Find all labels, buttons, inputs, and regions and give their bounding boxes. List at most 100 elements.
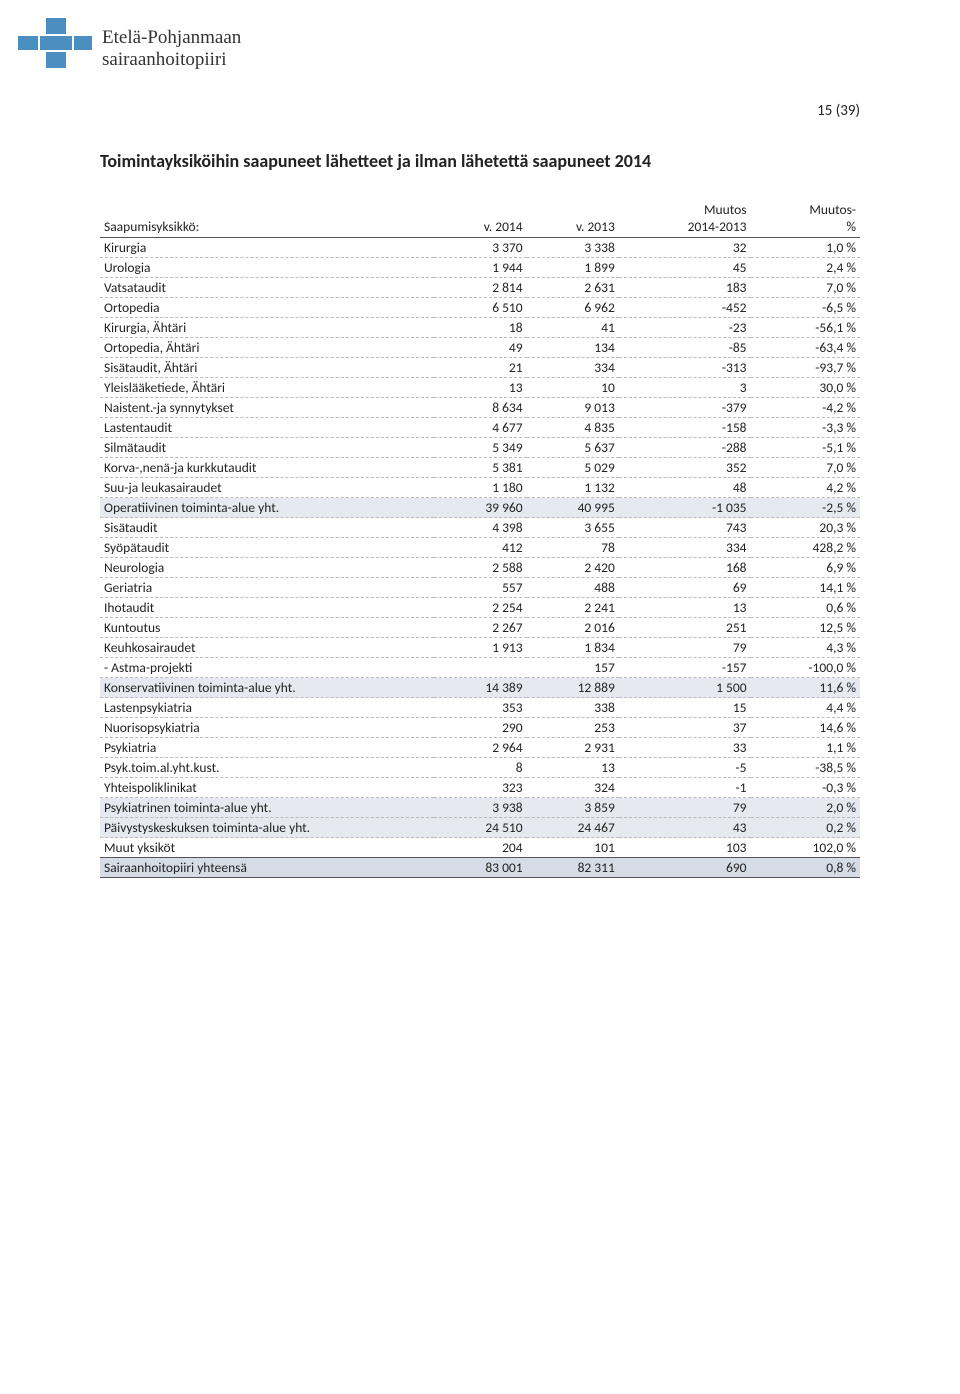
table-cell: Lastentaudit <box>100 418 434 438</box>
table-row: Sisätaudit4 3983 65574320,3 % <box>100 518 860 538</box>
table-cell: 3 <box>619 378 751 398</box>
table-cell: Sisätaudit, Ähtäri <box>100 358 434 378</box>
table-cell: -5,1 % <box>751 438 860 458</box>
table-cell: -379 <box>619 398 751 418</box>
table-row: Ihotaudit2 2542 241130,6 % <box>100 598 860 618</box>
table-cell: Ortopedia, Ähtäri <box>100 338 434 358</box>
table-header-row: Saapumisyksikkö: v. 2014 v. 2013 Muutos … <box>100 200 860 238</box>
table-cell: 14 389 <box>434 678 526 698</box>
table-cell: Sairaanhoitopiiri yhteensä <box>100 858 434 878</box>
table-cell: 2,0 % <box>751 798 860 818</box>
table-cell: -452 <box>619 298 751 318</box>
table-cell: 0,8 % <box>751 858 860 878</box>
org-line2: sairaanhoitopiiri <box>102 49 241 71</box>
table-cell: 6 962 <box>527 298 619 318</box>
table-cell: Ihotaudit <box>100 598 434 618</box>
col-2014: v. 2014 <box>434 200 526 238</box>
table-cell: 13 <box>527 758 619 778</box>
table-row: Vatsataudit2 8142 6311837,0 % <box>100 278 860 298</box>
table-cell: 14,6 % <box>751 718 860 738</box>
table-cell: 183 <box>619 278 751 298</box>
table-row: Kirurgia, Ähtäri1841-23-56,1 % <box>100 318 860 338</box>
table-row: Korva-,nenä-ja kurkkutaudit5 3815 029352… <box>100 458 860 478</box>
table-cell: 20,3 % <box>751 518 860 538</box>
table-row: Kuntoutus2 2672 01625112,5 % <box>100 618 860 638</box>
table-cell: 24 510 <box>434 818 526 838</box>
table-cell: Kirurgia <box>100 238 434 258</box>
table-row: Lastentaudit4 6774 835-158-3,3 % <box>100 418 860 438</box>
table-cell: 4 677 <box>434 418 526 438</box>
table-cell: Yhteispoliklinikat <box>100 778 434 798</box>
table-cell <box>434 658 526 678</box>
table-cell: 334 <box>527 358 619 378</box>
table-cell: -38,5 % <box>751 758 860 778</box>
table-cell: Vatsataudit <box>100 278 434 298</box>
table-cell: Yleislääketiede, Ähtäri <box>100 378 434 398</box>
table-row: Psyk.toim.al.yht.kust.813-5-38,5 % <box>100 758 860 778</box>
table-cell: 8 <box>434 758 526 778</box>
table-cell: 1,0 % <box>751 238 860 258</box>
table-cell: 12 889 <box>527 678 619 698</box>
table-cell: 488 <box>527 578 619 598</box>
table-cell: 6,9 % <box>751 558 860 578</box>
table-cell: Neurologia <box>100 558 434 578</box>
table-cell: 41 <box>527 318 619 338</box>
section-title: Toimintayksiköihin saapuneet lähetteet j… <box>100 150 860 172</box>
table-cell: 32 <box>619 238 751 258</box>
page-number: 15 (39) <box>0 72 960 120</box>
table-cell: - Astma-projekti <box>100 658 434 678</box>
table-cell: -288 <box>619 438 751 458</box>
table-cell: 2 254 <box>434 598 526 618</box>
org-line1: Etelä-Pohjanmaan <box>102 27 241 49</box>
table-cell: 4,4 % <box>751 698 860 718</box>
table-cell: 428,2 % <box>751 538 860 558</box>
table-cell: 743 <box>619 518 751 538</box>
table-cell: -63,4 % <box>751 338 860 358</box>
table-row: Ortopedia, Ähtäri49134-85-63,4 % <box>100 338 860 358</box>
table-cell: 7,0 % <box>751 458 860 478</box>
table-cell: 10 <box>527 378 619 398</box>
table-cell: 323 <box>434 778 526 798</box>
table-row: Yhteispoliklinikat323324-1-0,3 % <box>100 778 860 798</box>
table-cell: 2 241 <box>527 598 619 618</box>
table-cell: 204 <box>434 838 526 858</box>
table-cell: 8 634 <box>434 398 526 418</box>
table-cell: 24 467 <box>527 818 619 838</box>
table-cell: 39 960 <box>434 498 526 518</box>
table-cell: 69 <box>619 578 751 598</box>
table-cell: 1 500 <box>619 678 751 698</box>
table-cell: -157 <box>619 658 751 678</box>
table-cell: -313 <box>619 358 751 378</box>
table-cell: 1,1 % <box>751 738 860 758</box>
table-row: Suu-ja leukasairaudet1 1801 132484,2 % <box>100 478 860 498</box>
table-cell: 11,6 % <box>751 678 860 698</box>
table-cell: 353 <box>434 698 526 718</box>
table-cell: 5 637 <box>527 438 619 458</box>
table-cell: 79 <box>619 638 751 658</box>
table-cell: Päivystyskeskuksen toiminta-alue yht. <box>100 818 434 838</box>
table-cell: 3 938 <box>434 798 526 818</box>
col-change: Muutos 2014-2013 <box>619 200 751 238</box>
table-cell: 1 834 <box>527 638 619 658</box>
table-cell: -5 <box>619 758 751 778</box>
table-cell: Suu-ja leukasairaudet <box>100 478 434 498</box>
table-cell: 40 995 <box>527 498 619 518</box>
table-row: Sisätaudit, Ähtäri21334-313-93,7 % <box>100 358 860 378</box>
table-cell: 103 <box>619 838 751 858</box>
table-cell: 43 <box>619 818 751 838</box>
col-unit: Saapumisyksikkö: <box>100 200 434 238</box>
table-cell: 49 <box>434 338 526 358</box>
col-change-pct: Muutos- % <box>751 200 860 238</box>
table-cell: Ortopedia <box>100 298 434 318</box>
table-cell: 83 001 <box>434 858 526 878</box>
table-cell: 13 <box>434 378 526 398</box>
table-cell: -0,3 % <box>751 778 860 798</box>
table-cell: 3 370 <box>434 238 526 258</box>
table-cell: 557 <box>434 578 526 598</box>
table-cell: 4 398 <box>434 518 526 538</box>
table-cell: 21 <box>434 358 526 378</box>
table-cell: Naistent.-ja synnytykset <box>100 398 434 418</box>
table-row: Kirurgia3 3703 338321,0 % <box>100 238 860 258</box>
table-cell: Korva-,nenä-ja kurkkutaudit <box>100 458 434 478</box>
table-cell: -93,7 % <box>751 358 860 378</box>
